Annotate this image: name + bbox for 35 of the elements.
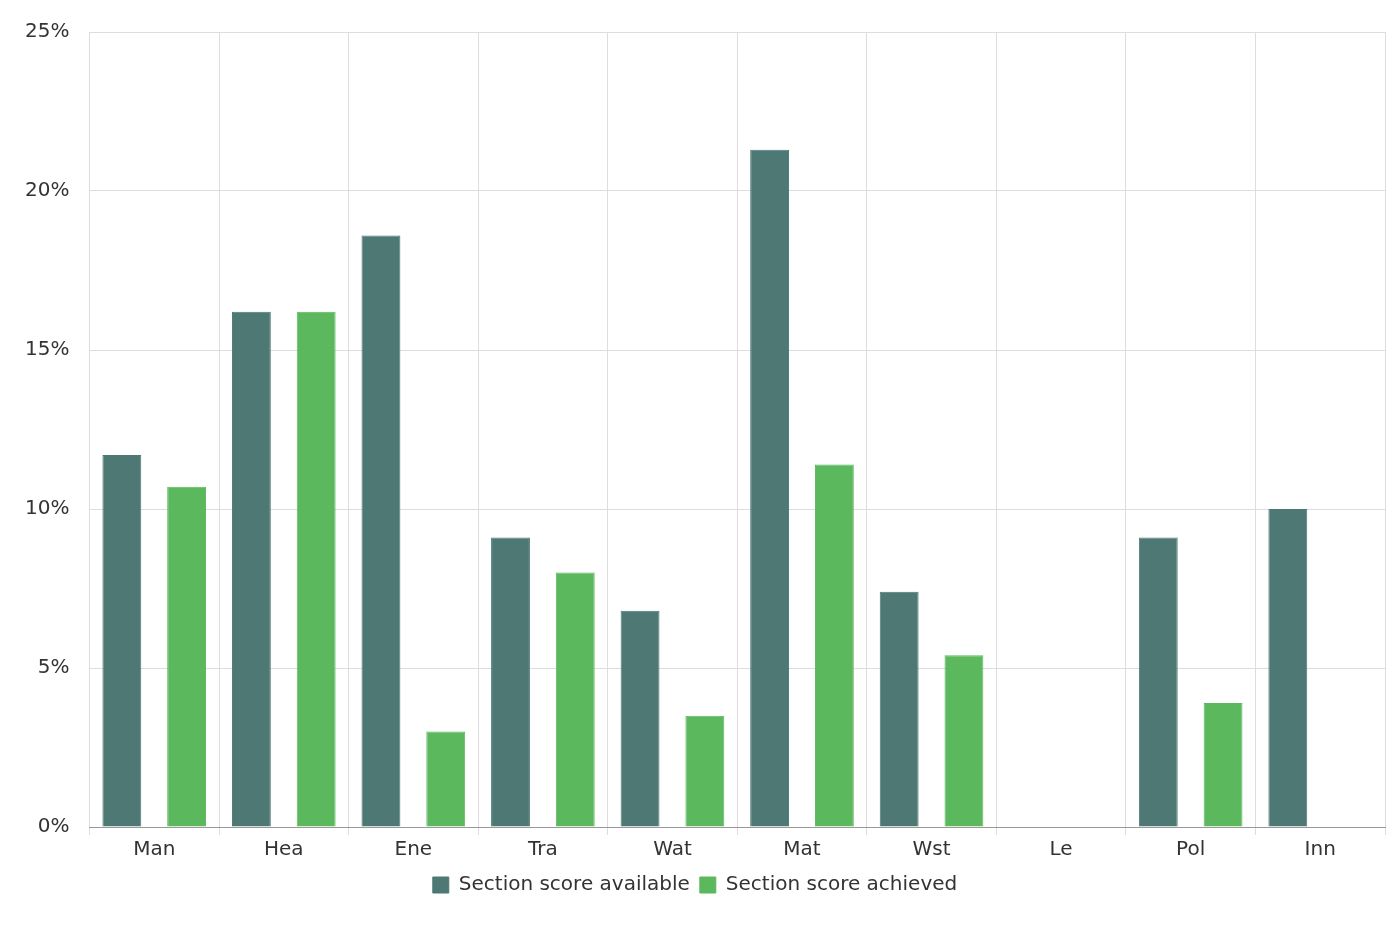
bar xyxy=(814,464,854,827)
x-tick-label: Mat xyxy=(783,836,821,861)
x-tick-label: Hea xyxy=(263,836,304,861)
bar xyxy=(750,149,790,827)
bar xyxy=(1268,509,1308,827)
y-tick-label: 25% xyxy=(25,18,70,43)
bar xyxy=(685,715,725,827)
x-tick-label: Wst xyxy=(912,836,951,861)
bar xyxy=(879,591,919,827)
bar xyxy=(167,486,207,827)
x-tick-label: Le xyxy=(1049,836,1073,861)
x-tick-label: Man xyxy=(133,836,176,861)
bar xyxy=(620,610,660,827)
bar xyxy=(426,731,466,827)
y-tick-label: 0% xyxy=(37,813,70,838)
bar xyxy=(491,537,530,827)
bar xyxy=(1203,702,1243,827)
bar xyxy=(231,311,271,827)
x-tick-label: Pol xyxy=(1176,836,1206,861)
y-tick-label: 10% xyxy=(25,495,70,520)
bar xyxy=(102,454,142,827)
x-tick-label: Wat xyxy=(653,836,692,861)
y-tick-label: 5% xyxy=(37,654,70,679)
bar xyxy=(555,572,595,827)
bar xyxy=(1138,537,1178,827)
bar xyxy=(361,235,401,827)
legend-label: Section score achieved xyxy=(725,871,958,896)
legend-label: Section score available xyxy=(458,871,690,896)
x-tick-label: Ene xyxy=(394,836,433,861)
x-tick-label: Inn xyxy=(1304,836,1336,861)
y-tick-label: 15% xyxy=(25,336,70,361)
x-tick-label: Tra xyxy=(527,836,558,861)
bar xyxy=(296,311,336,827)
y-tick-label: 20% xyxy=(25,177,70,202)
bar xyxy=(944,655,984,827)
